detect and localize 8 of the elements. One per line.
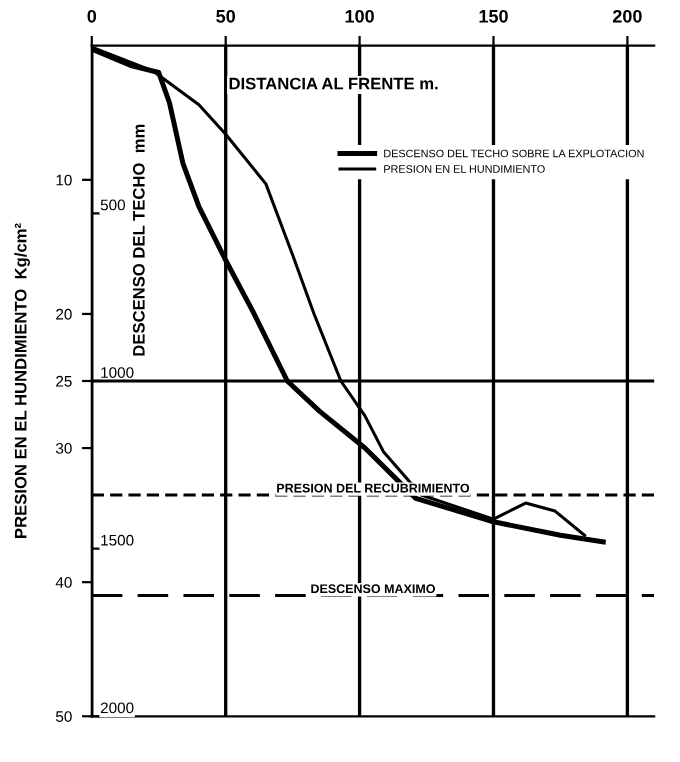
x-tick-label: 150 [479, 9, 508, 23]
y2-axis-title: DESCENSO DEL TECHO mm [132, 124, 145, 356]
x-tick-label: 0 [87, 9, 97, 23]
x-tick-label: 50 [216, 9, 235, 23]
x-axis-title: DISTANCIA AL FRENTE m. [229, 77, 438, 90]
x-tick-label: 200 [612, 9, 642, 23]
y-axis-title: PRESION EN EL HUNDIMIENTO Kg/cm² [14, 223, 30, 538]
x-tick-label: 100 [345, 9, 374, 23]
